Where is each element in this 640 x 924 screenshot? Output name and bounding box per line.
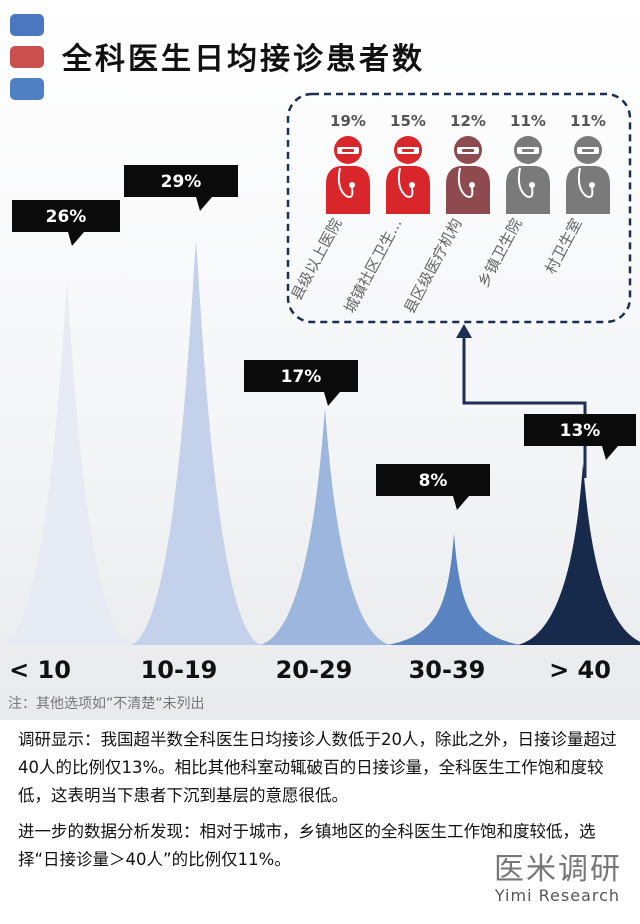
- chart-area: 全科医生日均接诊患者数 26% 29% 17% 8% 13% < 10 10-19 20-2…: [0, 0, 640, 720]
- data-label-2: 29%: [161, 172, 202, 192]
- inset-category-label-5: 村卫生室: [541, 215, 585, 276]
- paragraph-2: 进一步的数据分析发现：相对于城市，乡镇地区的全科医生工作饱和度较低，选择“日接诊…: [18, 822, 596, 869]
- brand-name-en: Yimi Research: [494, 886, 620, 905]
- data-label-4: 8%: [419, 471, 448, 491]
- peak-1: [1, 281, 133, 645]
- legend-square-3: [10, 78, 44, 100]
- inset-value-label-1: 19%: [330, 112, 366, 130]
- x-tick-label-1: < 10: [9, 656, 71, 684]
- callout-4: 8%: [376, 464, 490, 510]
- x-tick-label-5: > 40: [549, 656, 611, 684]
- paragraph-1: 调研显示：我国超半数全科医生日均接诊人数低于20人，除此之外，日接诊量超过40人…: [18, 730, 617, 805]
- callout-box: [12, 200, 120, 246]
- inset-category-label-2: 城镇社区卫生...: [341, 215, 406, 316]
- callout-box: [376, 464, 490, 510]
- inset-value-label-5: 11%: [570, 112, 606, 130]
- x-tick-label-3: 20-29: [276, 656, 353, 684]
- data-label-1: 26%: [46, 207, 87, 227]
- peak-4: [388, 533, 520, 645]
- callout-1: 26%: [12, 200, 120, 246]
- data-label-5: 13%: [560, 421, 601, 441]
- callout-2: 29%: [124, 165, 238, 211]
- peak-2: [130, 240, 262, 645]
- inset-category-label-1: 县级以上医院: [287, 215, 345, 303]
- connector-line: [462, 336, 587, 478]
- x-tick-label-4: 30-39: [409, 656, 486, 684]
- callout-3: 17%: [244, 360, 358, 406]
- x-tick-label-2: 10-19: [141, 656, 218, 684]
- inset-frame: [286, 92, 632, 324]
- inset-category-label-4: 乡镇卫生院: [474, 215, 525, 290]
- chart-svg: 26% 29% 17% 8% 13% < 10 10-19 20-29 30-39 > 40 1…: [1, 92, 640, 684]
- callout-5: 13%: [524, 414, 636, 460]
- data-label-3: 17%: [281, 367, 322, 387]
- peak-3: [259, 407, 391, 645]
- chart-note: 注：其他选项如”不清楚”未列出: [8, 696, 205, 712]
- inset-value-label-4: 11%: [510, 112, 546, 130]
- brand-name-cn: 医米调研: [494, 852, 622, 887]
- callout-box: [244, 360, 358, 406]
- connector-arrowhead: [456, 324, 472, 338]
- text-block: 调研显示：我国超半数全科医生日均接诊人数低于20人，除此之外，日接诊量超过40人…: [0, 720, 640, 924]
- inset-category-label-3: 县区级医疗机构: [400, 215, 465, 316]
- doctor-icon-5: 11% 村卫生室: [541, 112, 610, 277]
- inset-value-label-3: 12%: [450, 112, 486, 130]
- inset-value-label-2: 15%: [390, 112, 426, 130]
- legend-square-2: [10, 46, 44, 68]
- chart-title: 全科医生日均接诊患者数: [62, 42, 425, 77]
- peak-5: [517, 463, 640, 645]
- callout-box: [124, 165, 238, 211]
- callout-box: [524, 414, 636, 460]
- legend-square-1: [10, 14, 44, 36]
